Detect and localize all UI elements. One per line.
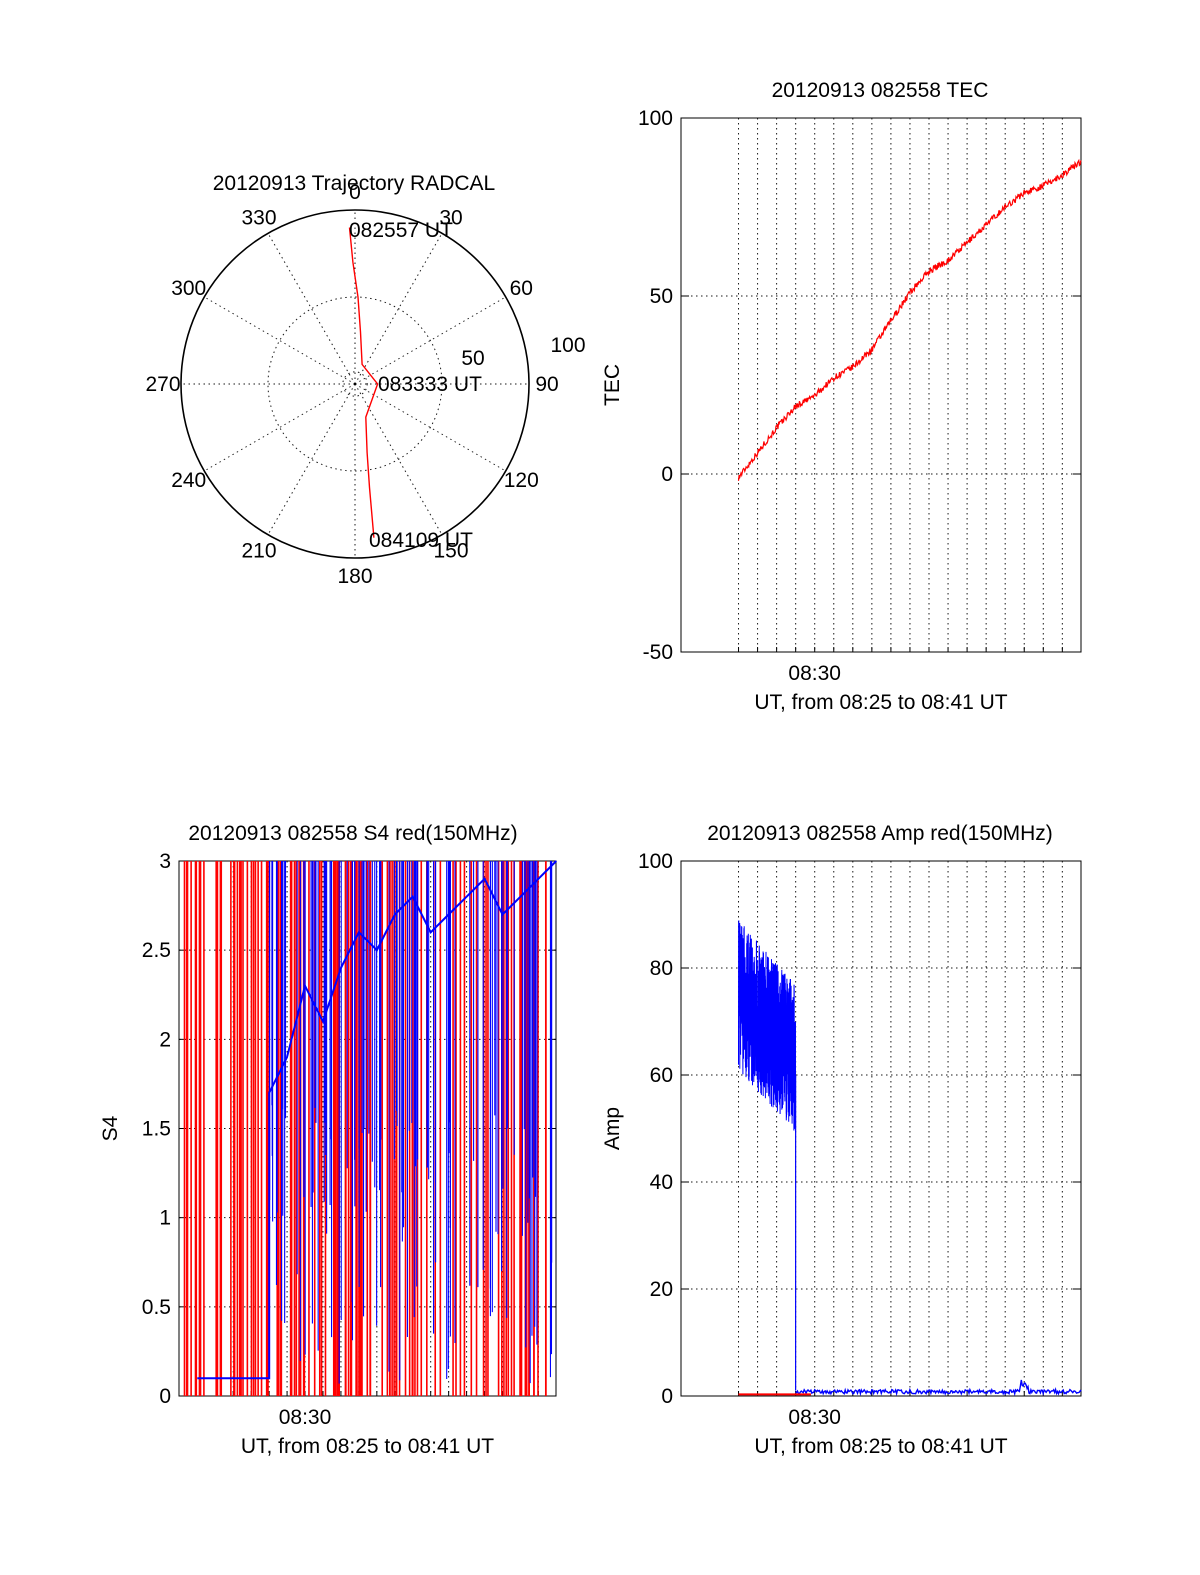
trajectory-angle-label: 120 [504, 469, 539, 492]
tec-xlabel: UT, from 08:25 to 08:41 UT [754, 691, 1007, 714]
trajectory-angle-label: 30 [439, 207, 462, 230]
s4-ytick-label: 3 [159, 850, 171, 873]
trajectory-angle-label: 270 [145, 373, 180, 396]
s4-ytick-label: 1 [159, 1207, 171, 1230]
tec-ytick-label: 50 [650, 285, 673, 308]
tec-ytick-label: -50 [643, 641, 673, 664]
tec-series-line-0 [737, 158, 1082, 481]
trajectory-angle-label: 180 [337, 565, 372, 588]
tec-xtick-label: 08:30 [788, 662, 841, 685]
amp-ytick-label: 0 [661, 1385, 673, 1408]
amp-series-line-0-burst [738, 920, 797, 1131]
trajectory-spoke [267, 383, 356, 535]
s4-ytick-label: 0 [159, 1385, 171, 1408]
tec-grid [681, 118, 1081, 652]
tec-ylabel: TEC [601, 364, 624, 406]
trajectory-annotation-start: 082557 UT [349, 219, 453, 242]
trajectory-angle-label: 90 [535, 373, 558, 396]
trajectory-radius-label-100: 100 [550, 334, 585, 357]
trajectory-spoke [354, 296, 506, 385]
trajectory-angle-label: 330 [241, 207, 276, 230]
trajectory-spoke [267, 233, 356, 385]
trajectory-ring-inner [342, 371, 368, 397]
trajectory-angle-label: 0 [349, 181, 361, 204]
trajectory-radius-label-50: 50 [461, 347, 484, 370]
s4-blue-spikes [268, 861, 553, 1384]
tec-title: 20120913 082558 TEC [772, 79, 989, 102]
s4-ytick-label: 0.5 [142, 1296, 171, 1319]
trajectory-annotation-end: 084109 UT [369, 529, 473, 552]
trajectory-annotation-mid: 083333 UT [378, 373, 482, 396]
trajectory-angle-label: 150 [433, 539, 468, 562]
trajectory-curve [348, 227, 379, 538]
s4-ytick-label: 1.5 [142, 1118, 171, 1141]
amp-title: 20120913 082558 Amp red(150MHz) [707, 822, 1053, 845]
trajectory-spoke [354, 383, 506, 472]
trajectory-outer-ring [180, 209, 530, 559]
tec-panel: 20120913 082558 TEC -50 0 50 100 08:30 UT, fr… [601, 79, 1082, 714]
trajectory-angle-label: 60 [510, 277, 533, 300]
tec-frame [680, 117, 1082, 653]
tec-ytick-label: 100 [638, 107, 673, 130]
trajectory-angle-label: 300 [171, 277, 206, 300]
trajectory-spoke [204, 383, 356, 472]
amp-ytick-label: 60 [650, 1064, 673, 1087]
trajectory-spoke [204, 296, 356, 385]
s4-title: 20120913 082558 S4 red(150MHz) [188, 822, 517, 845]
amp-grid [681, 861, 1081, 1396]
amp-xlabel: UT, from 08:25 to 08:41 UT [754, 1435, 1007, 1458]
amp-frame [680, 860, 1082, 1397]
s4-panel: 20120913 082558 S4 red(150MHz) 0 0.5 1 1.5 2… [99, 822, 558, 1458]
trajectory-spoke [354, 383, 443, 535]
trajectory-panel: 20120913 Trajectory RADCAL 0 30 60 90 120 150… [145, 172, 585, 588]
amp-xtick-label: 08:30 [788, 1406, 841, 1429]
trajectory-angle-label: 240 [171, 469, 206, 492]
amp-ytick-label: 100 [638, 850, 673, 873]
s4-ylabel: S4 [99, 1115, 122, 1141]
amp-ytick-label: 80 [650, 957, 673, 980]
s4-xlabel: UT, from 08:25 to 08:41 UT [241, 1435, 494, 1458]
amp-ylabel: Amp [601, 1107, 624, 1150]
amp-ytick-label: 40 [650, 1171, 673, 1194]
trajectory-ring-50 [267, 296, 443, 472]
amp-ytick-label: 20 [650, 1278, 673, 1301]
s4-xtick-label: 08:30 [279, 1406, 332, 1429]
s4-ytick-label: 2 [159, 1028, 171, 1051]
amp-series-line-0-tail [795, 1379, 1082, 1397]
tec-ytick-label: 0 [661, 463, 673, 486]
trajectory-title: 20120913 Trajectory RADCAL [213, 172, 496, 195]
amp-panel: 20120913 082558 Amp red(150MHz) 0 20 40 60 8… [601, 822, 1082, 1458]
trajectory-spoke [354, 233, 443, 385]
trajectory-angle-label: 210 [241, 539, 276, 562]
s4-ytick-label: 2.5 [142, 939, 171, 962]
